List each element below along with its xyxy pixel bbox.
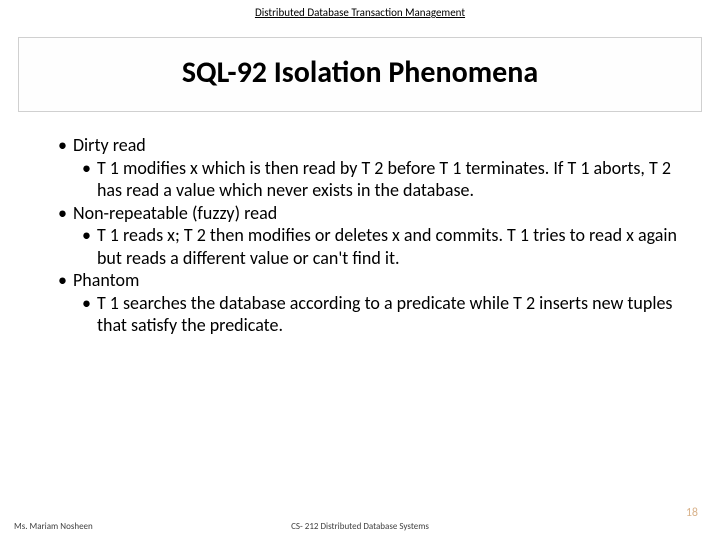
- bullet-level2: • T 1 modifies x which is then read by T…: [40, 157, 680, 202]
- bullet-text: T 1 modifies x which is then read by T 2…: [97, 157, 680, 202]
- bullet-text: Non-repeatable (fuzzy) read: [73, 202, 680, 225]
- bullet-icon: •: [58, 134, 73, 157]
- bullet-level1: • Dirty read: [40, 134, 680, 157]
- footer-course: CS- 212 Distributed Database Systems: [291, 521, 429, 532]
- bullet-icon: •: [82, 157, 97, 202]
- bullet-icon: •: [82, 224, 97, 269]
- bullet-level2: • T 1 searches the database according to…: [40, 292, 680, 337]
- bullet-text: Dirty read: [73, 134, 680, 157]
- bullet-level2: • T 1 reads x; T 2 then modifies or dele…: [40, 224, 680, 269]
- slide-title: SQL-92 Isolation Phenomena: [29, 54, 691, 91]
- footer-author: Ms. Mariam Nosheen: [14, 521, 93, 532]
- content-area: • Dirty read • T 1 modifies x which is t…: [0, 112, 720, 337]
- bullet-text: T 1 reads x; T 2 then modifies or delete…: [97, 224, 680, 269]
- bullet-icon: •: [58, 202, 73, 225]
- bullet-level1: • Non-repeatable (fuzzy) read: [40, 202, 680, 225]
- bullet-icon: •: [58, 269, 73, 292]
- bullet-icon: •: [82, 292, 97, 337]
- bullet-text: T 1 searches the database according to a…: [97, 292, 680, 337]
- header-label: Distributed Database Transaction Managem…: [0, 0, 720, 19]
- footer-page-number: 18: [686, 506, 698, 520]
- bullet-level1: • Phantom: [40, 269, 680, 292]
- bullet-text: Phantom: [73, 269, 680, 292]
- title-container: SQL-92 Isolation Phenomena: [18, 37, 702, 112]
